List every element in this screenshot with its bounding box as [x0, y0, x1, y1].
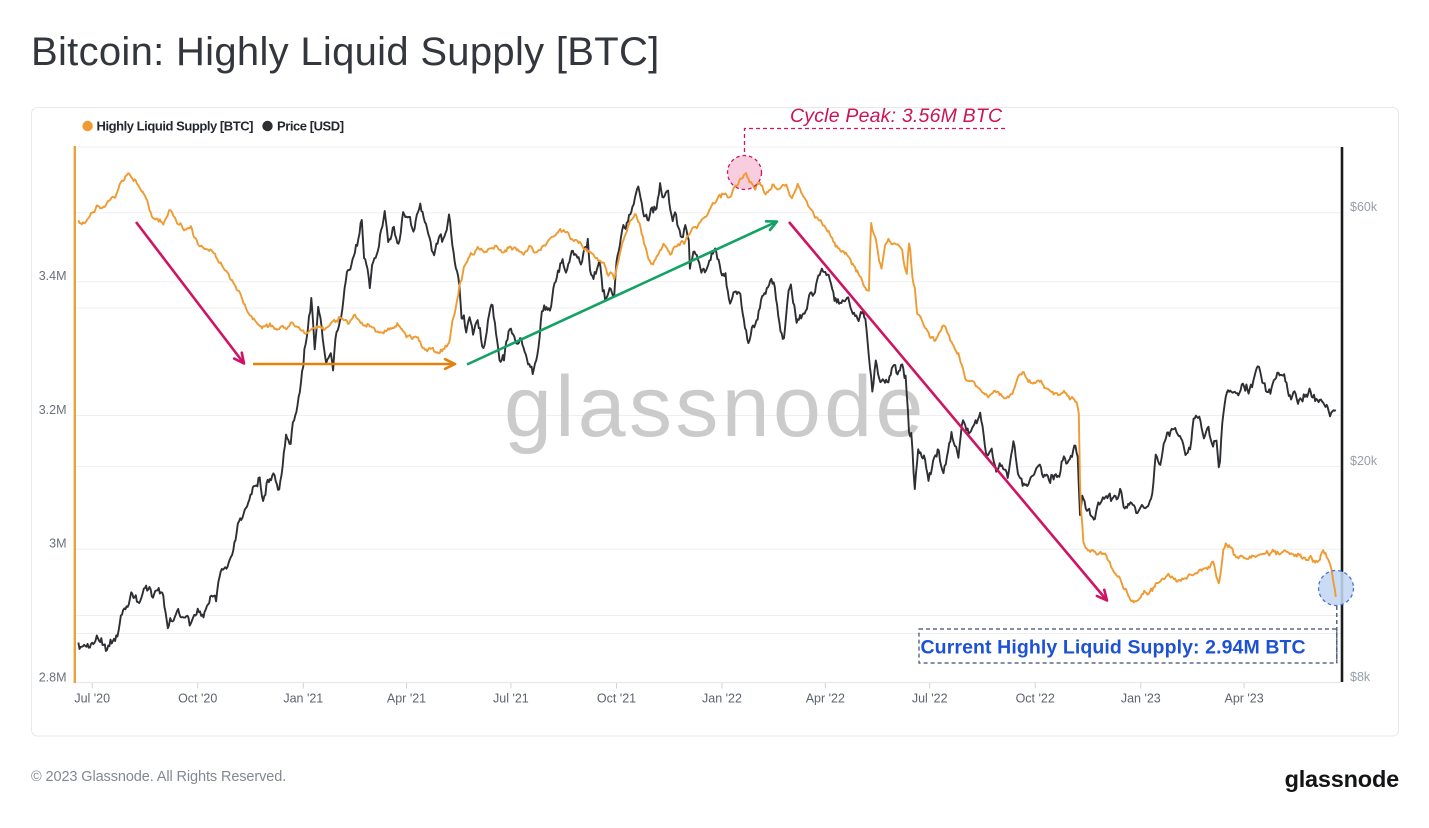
- svg-text:3.4M: 3.4M: [39, 269, 67, 283]
- svg-text:Jul '22: Jul '22: [912, 692, 948, 706]
- svg-text:Price [USD]: Price [USD]: [277, 119, 344, 134]
- svg-text:$60k: $60k: [1350, 200, 1378, 214]
- svg-text:Jan '22: Jan '22: [702, 692, 742, 706]
- svg-text:Jul '20: Jul '20: [74, 692, 110, 706]
- svg-text:2.8M: 2.8M: [39, 670, 67, 684]
- svg-text:Apr '23: Apr '23: [1224, 692, 1263, 706]
- svg-text:Highly Liquid Supply [BTC]: Highly Liquid Supply [BTC]: [97, 119, 254, 134]
- svg-text:Oct '20: Oct '20: [178, 692, 217, 706]
- svg-text:Cycle Peak: 3.56M BTC: Cycle Peak: 3.56M BTC: [790, 105, 1003, 127]
- svg-text:glassnode: glassnode: [504, 359, 927, 455]
- svg-text:3.2M: 3.2M: [39, 403, 67, 417]
- svg-text:Current Highly Liquid Supply:: Current Highly Liquid Supply: 2.94M BTC: [921, 637, 1306, 659]
- svg-text:Oct '21: Oct '21: [597, 692, 636, 706]
- svg-text:Jan '23: Jan '23: [1121, 692, 1161, 706]
- svg-text:3M: 3M: [49, 537, 66, 551]
- svg-text:$8k: $8k: [1350, 670, 1371, 684]
- svg-text:Jan '21: Jan '21: [283, 692, 323, 706]
- svg-text:Apr '21: Apr '21: [387, 692, 426, 706]
- svg-text:Oct '22: Oct '22: [1016, 692, 1055, 706]
- svg-text:Jul '21: Jul '21: [493, 692, 529, 706]
- svg-text:$20k: $20k: [1350, 454, 1378, 468]
- svg-text:Apr '22: Apr '22: [806, 692, 845, 706]
